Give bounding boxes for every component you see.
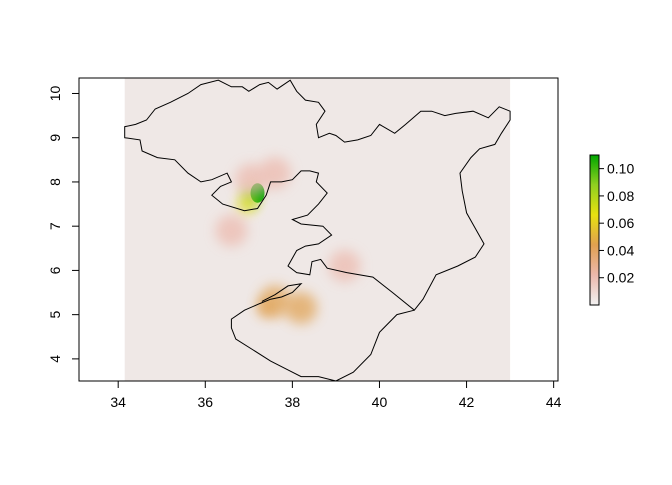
legend-tick-label: 0.02 [607, 270, 634, 286]
legend-tick-label: 0.10 [607, 161, 634, 177]
density-hotspot [328, 249, 361, 282]
x-tick-label: 34 [110, 394, 126, 410]
density-hotspot [237, 195, 256, 214]
legend-tick-label: 0.06 [607, 215, 634, 231]
density-hotspot [285, 292, 318, 325]
x-tick-label: 40 [372, 394, 388, 410]
plot-frame [78, 77, 559, 382]
y-tick-label: 10 [47, 85, 63, 101]
legend-tick-label: 0.08 [607, 188, 634, 204]
density-hotspot [258, 157, 291, 190]
x-tick-label: 42 [459, 394, 475, 410]
color-legend: 0.02 0.04 0.06 0.08 0.10 [589, 154, 634, 306]
x-tick-label: 38 [285, 394, 301, 410]
x-axis: 34 36 38 40 42 44 [110, 381, 562, 410]
legend-tick-label: 0.04 [607, 242, 634, 258]
y-axis: 4 5 6 7 8 9 10 [47, 85, 79, 363]
country-boundary [124, 79, 511, 382]
y-tick-label: 9 [47, 134, 63, 142]
y-tick-label: 4 [47, 355, 63, 363]
density-hotspot [215, 214, 248, 247]
density-hotspot [235, 163, 268, 196]
legend-color-bar [589, 154, 600, 306]
y-tick-label: 6 [47, 266, 63, 274]
boundary-outline [124, 79, 511, 311]
y-tick-label: 7 [47, 222, 63, 230]
x-tick-label: 36 [197, 394, 213, 410]
x-tick-label: 44 [546, 394, 562, 410]
y-tick-label: 8 [47, 178, 63, 186]
density-hotspot [258, 285, 291, 318]
y-tick-label: 5 [47, 311, 63, 319]
boundary-south-outline [230, 282, 415, 382]
